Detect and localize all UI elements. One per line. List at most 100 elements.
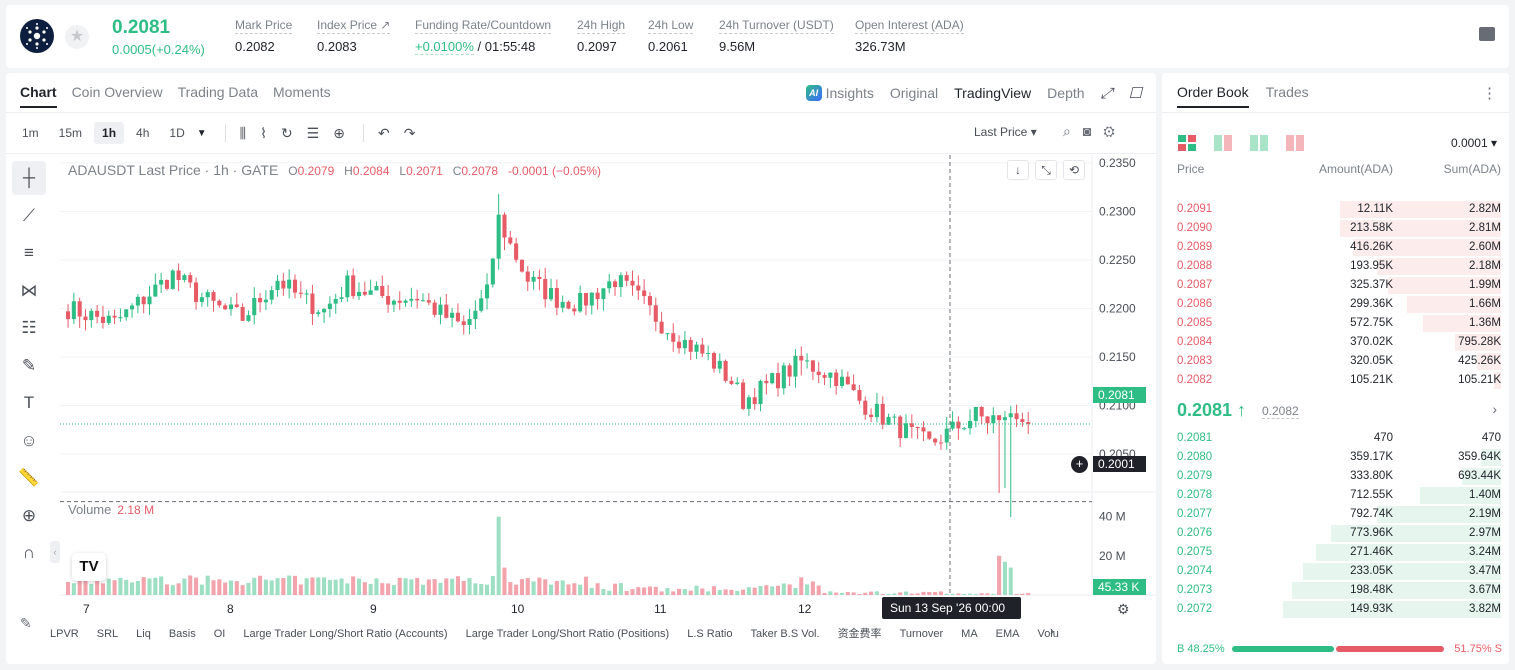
volume-bar	[927, 592, 932, 595]
split-view-icon[interactable]	[1214, 135, 1232, 151]
order-row[interactable]: 0.2091 12.11K 2.82M	[1162, 200, 1509, 219]
interval-4h[interactable]: 4h	[136, 126, 150, 140]
trendline-icon[interactable]: ⟋	[23, 205, 35, 225]
book-icon[interactable]	[1479, 27, 1495, 41]
more-icon[interactable]: ⋮	[1482, 85, 1497, 102]
indicator-item[interactable]: OI	[213, 628, 226, 640]
order-row[interactable]: 0.2078 712.55K 1.40M	[1162, 486, 1509, 505]
order-row[interactable]: 0.2087 325.37K 1.99M	[1162, 276, 1509, 295]
tab-order-book[interactable]: Order Book	[1177, 84, 1249, 108]
emoji-icon[interactable]: ☺	[20, 430, 38, 450]
indicator-item[interactable]: Taker B.S Vol.	[750, 628, 820, 640]
indicator-item[interactable]: LPVR	[50, 628, 79, 640]
crosshair-icon[interactable]: ┼	[12, 161, 46, 195]
bids-only-view-icon[interactable]	[1250, 135, 1268, 151]
price-type-select[interactable]: Last Price ▾	[974, 125, 1037, 139]
ruler-icon[interactable]: 📏	[18, 468, 40, 487]
expand-icon[interactable]: ⤢	[1100, 84, 1113, 102]
candle-body	[537, 276, 542, 280]
interval-1m[interactable]: 1m	[22, 126, 39, 140]
order-row[interactable]: 0.2088 193.95K 2.18M	[1162, 257, 1509, 276]
order-row[interactable]: 0.2082 105.21K 105.21K	[1162, 371, 1509, 390]
candle-type-icon[interactable]: ⫼	[239, 124, 247, 141]
order-amount: 712.55K	[1350, 489, 1393, 501]
camera-icon[interactable]: ◙	[1082, 123, 1104, 139]
interval-1d[interactable]: 1D	[169, 126, 185, 140]
order-row[interactable]: 0.2077 792.74K 2.19M	[1162, 505, 1509, 524]
fib-icon[interactable]: ☷	[21, 318, 37, 337]
stat-index-price[interactable]: Index Price ↗ 0.2083	[317, 18, 391, 54]
order-row[interactable]: 0.2074 233.05K 3.47M	[1162, 562, 1509, 581]
interval-15m[interactable]: 15m	[58, 126, 83, 140]
brush-icon[interactable]: ✎	[21, 355, 37, 375]
settings-icon[interactable]: ⚙	[1103, 123, 1127, 139]
chevron-right-icon[interactable]: ›	[1492, 401, 1497, 417]
collapse-icon[interactable]: ⤡	[1035, 160, 1057, 180]
ticker-header: ★ 0.2081 0.0005(+0.24%) Mark Price 0.2082…	[6, 5, 1509, 68]
order-row[interactable]: 0.2079 333.80K 693.44K	[1162, 467, 1509, 486]
indicator-item[interactable]: EMA	[995, 628, 1020, 640]
candle-body	[473, 310, 478, 320]
insights-button[interactable]: AI Insights	[805, 85, 874, 101]
tab-trading-data[interactable]: Trading Data	[177, 84, 259, 100]
both-sides-view-icon[interactable]	[1178, 135, 1196, 151]
view-tradingview[interactable]: TradingView	[954, 85, 1032, 101]
order-row[interactable]: 0.2073 198.48K 3.67M	[1162, 581, 1509, 600]
indicator-item[interactable]: L.S Ratio	[687, 628, 733, 640]
tick-size-select[interactable]: 0.0001 ▾	[1450, 136, 1497, 150]
order-row[interactable]: 0.2075 271.46K 3.24M	[1162, 543, 1509, 562]
order-row[interactable]: 0.2084 370.02K 795.28K	[1162, 333, 1509, 352]
indicator-item[interactable]: Basis	[168, 628, 196, 640]
indicators-icon[interactable]: ⌇	[260, 124, 267, 141]
order-row[interactable]: 0.2090 213.58K 2.81M	[1162, 219, 1509, 238]
tab-moments[interactable]: Moments	[273, 84, 331, 100]
order-row[interactable]: 0.2089 416.26K 2.60M	[1162, 238, 1509, 257]
zoom-in-icon[interactable]: ⊕	[21, 505, 37, 525]
horizontal-lines-icon[interactable]: ≡	[24, 243, 34, 262]
indicator-item[interactable]: SRL	[96, 628, 119, 640]
order-row[interactable]: 0.2076 773.96K 2.97M	[1162, 524, 1509, 543]
add-indicator-icon[interactable]: ⊕	[333, 124, 345, 141]
order-row[interactable]: 0.2085 572.75K 1.36M	[1162, 314, 1509, 333]
interval-1h[interactable]: 1h	[94, 122, 125, 144]
text-icon[interactable]: T	[23, 393, 35, 412]
loop-icon[interactable]: ⟲	[1063, 160, 1085, 180]
tab-coin-overview[interactable]: Coin Overview	[71, 84, 163, 100]
collapse-panel-icon[interactable]: ‹	[50, 541, 60, 563]
favorite-star-icon[interactable]: ★	[65, 25, 89, 49]
template-icon[interactable]: ☰	[306, 124, 320, 141]
interval-dropdown-icon[interactable]: ▼	[196, 127, 207, 139]
order-row[interactable]: 0.2081 470 470	[1162, 429, 1509, 448]
magnet-icon[interactable]: ∩	[22, 543, 36, 562]
redo-icon[interactable]: ↷	[403, 124, 416, 141]
indicator-item[interactable]: Turnover	[899, 628, 944, 640]
tab-trades[interactable]: Trades	[1265, 84, 1309, 100]
indicator-item[interactable]: 资金费率	[837, 628, 882, 640]
order-row[interactable]: 0.2086 299.36K 1.66M	[1162, 295, 1509, 314]
candle-body	[787, 365, 792, 377]
order-row[interactable]: 0.2080 359.17K 359.64K	[1162, 448, 1509, 467]
arrow-down-icon[interactable]: ↓	[1007, 160, 1029, 180]
pattern-icon[interactable]: ⋈	[20, 280, 38, 300]
undo-icon[interactable]: ↶	[377, 124, 390, 141]
indicator-item[interactable]: Large Trader Long/Short Ratio (Positions…	[465, 628, 670, 640]
tab-chart[interactable]: Chart	[20, 84, 57, 108]
window-icon[interactable]: ☐	[1128, 85, 1142, 102]
indicator-item[interactable]: Volu	[1037, 628, 1059, 640]
add-alert-icon[interactable]: +	[1071, 456, 1088, 473]
candle-body	[549, 288, 554, 300]
candlestick-chart[interactable]: 0.23500.23000.22500.22000.21500.21000.20…	[6, 73, 1156, 664]
indicator-scroll-right-icon[interactable]: ›	[1050, 624, 1054, 638]
view-depth[interactable]: Depth	[1047, 85, 1085, 101]
indicator-item[interactable]: MA	[961, 628, 978, 640]
order-row[interactable]: 0.2083 320.05K 425.26K	[1162, 352, 1509, 371]
asks-only-view-icon[interactable]	[1286, 135, 1304, 151]
indicator-edit-icon[interactable]: ✎	[20, 615, 32, 631]
indicator-item[interactable]: Liq	[136, 628, 151, 640]
replay-icon[interactable]: ↻	[280, 124, 293, 141]
view-original[interactable]: Original	[889, 85, 939, 101]
indicator-item[interactable]: Large Trader Long/Short Ratio (Accounts)	[243, 628, 448, 640]
chart-settings-icon[interactable]: ⚙	[1117, 601, 1130, 617]
order-row[interactable]: 0.2072 149.93K 3.82M	[1162, 600, 1509, 619]
search-icon[interactable]: ⌕	[1063, 123, 1083, 139]
